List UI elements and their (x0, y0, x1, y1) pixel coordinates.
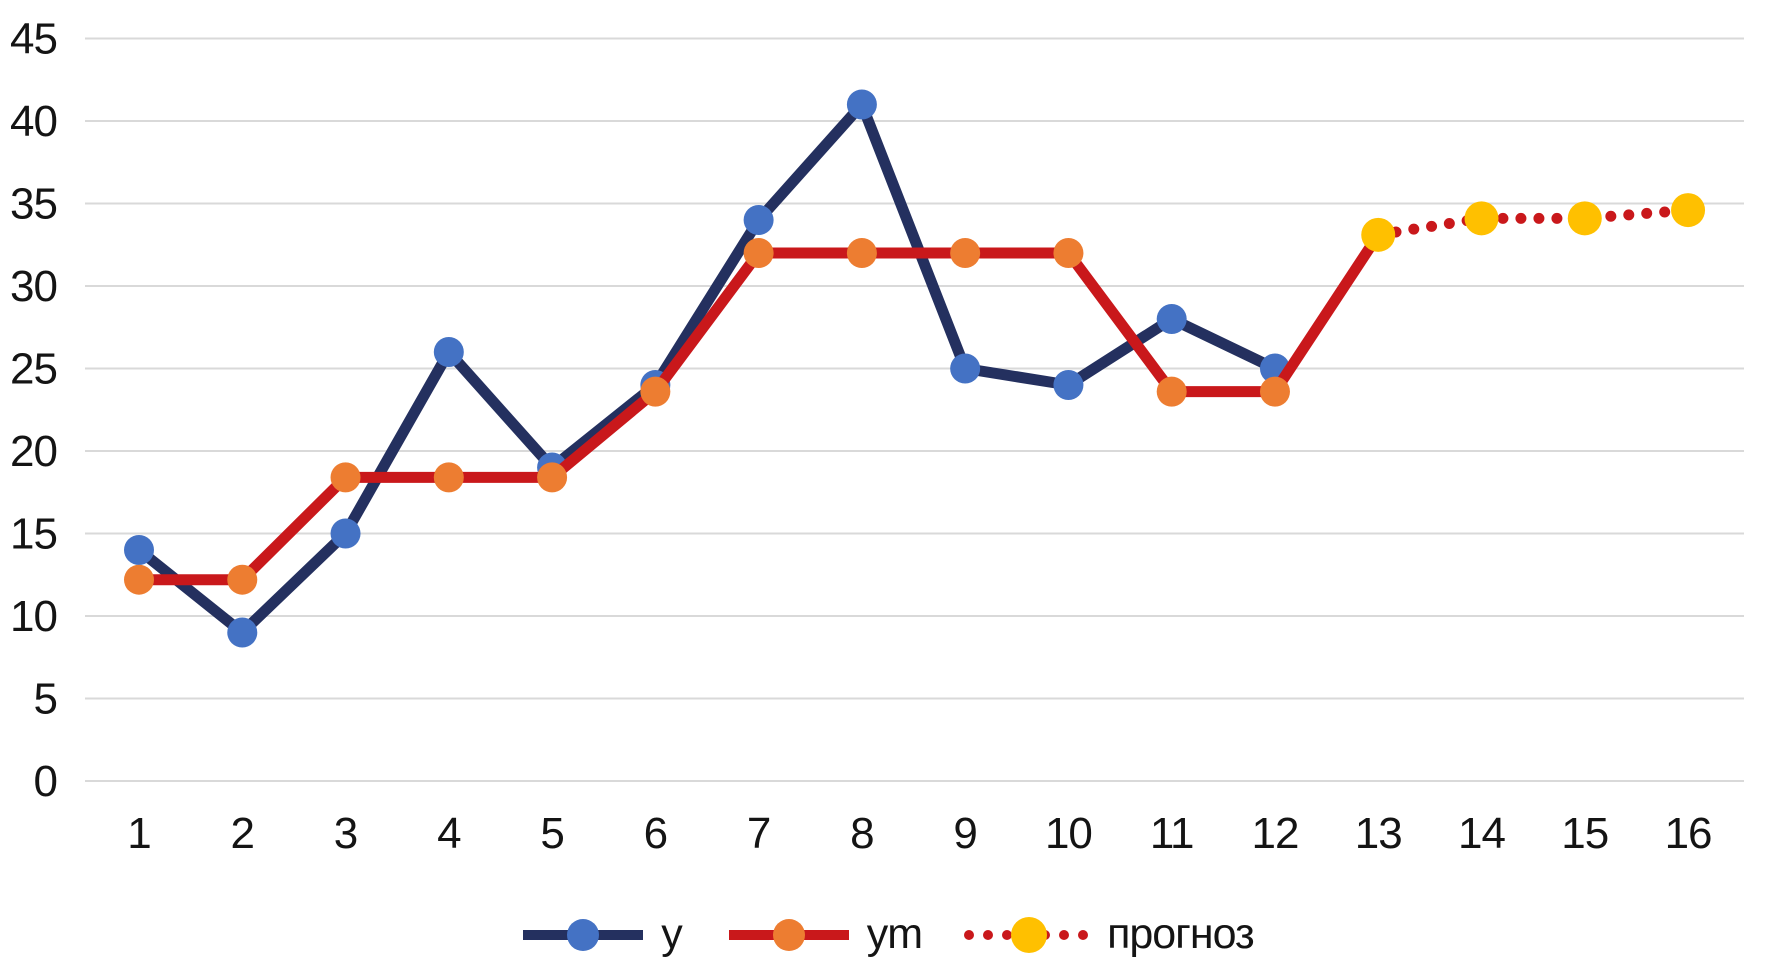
point-ym-x2 (227, 564, 258, 595)
series-y-line (133, 99, 1281, 638)
x-tick-label-5: 5 (540, 809, 563, 858)
y-tick-label-35: 35 (10, 180, 57, 229)
point-ym-x11 (1156, 376, 1187, 407)
y-tick-label-20: 20 (10, 427, 57, 476)
y-tick-label-25: 25 (10, 345, 57, 394)
x-tick-label-15: 15 (1561, 809, 1608, 858)
point-y-x4 (433, 337, 464, 367)
y-tick-label-10: 10 (10, 592, 57, 641)
legend-label-y: y (661, 910, 682, 958)
legend-swatch-y-line-icon (523, 918, 644, 951)
y-tick-label-45: 45 (10, 15, 57, 64)
point-y-x8 (846, 89, 877, 120)
x-tick-label-2: 2 (231, 809, 254, 858)
point-y-x1 (124, 535, 154, 565)
x-tick-label-11: 11 (1150, 809, 1194, 858)
y-tick-label-40: 40 (10, 97, 57, 146)
point-forecast-x14 (1464, 201, 1499, 236)
point-y-x11 (1156, 304, 1187, 334)
x-tick-label-16: 16 (1665, 809, 1712, 858)
legend-label-ym: ym (866, 910, 923, 958)
point-ym-x4 (433, 462, 464, 493)
point-ym-x9 (950, 238, 981, 268)
point-y-x3 (330, 518, 361, 549)
legend-item-y: y (518, 910, 683, 959)
x-tick-label-4: 4 (437, 809, 461, 858)
legend-item-ym: ym (724, 910, 923, 959)
point-ym-x1 (124, 564, 154, 595)
point-ym-x7 (743, 238, 774, 268)
point-y-x2 (227, 617, 258, 648)
x-tick-label-3: 3 (334, 809, 357, 858)
point-forecast-x15 (1567, 201, 1602, 236)
point-forecast-x13 (1361, 217, 1396, 252)
legend-swatch-ym-line-icon (728, 918, 849, 951)
x-tick-label-9: 9 (953, 809, 976, 858)
x-tick-label-1: 1 (127, 809, 150, 858)
x-tick-label-6: 6 (644, 809, 667, 858)
x-tick-label-8: 8 (850, 809, 873, 858)
point-ym-x3 (330, 462, 361, 493)
point-ym-x6 (640, 376, 671, 407)
point-y-x7 (743, 205, 774, 235)
x-tick-label-14: 14 (1458, 809, 1505, 858)
legend-swatch-forecast-dotted-line-icon (964, 916, 1095, 953)
legend-label-forecast: прогноз (1107, 910, 1255, 958)
y-tick-label-15: 15 (10, 510, 57, 559)
y-tick-label-0: 0 (34, 757, 57, 806)
legend-item-forecast: прогноз (964, 910, 1255, 959)
series-forecast-line (1372, 204, 1694, 241)
chart-legend: y ym прогноз (0, 910, 1772, 959)
point-ym-x8 (846, 238, 877, 268)
x-tick-label-10: 10 (1045, 809, 1092, 858)
point-ym-x12 (1259, 376, 1290, 407)
point-y-x10 (1053, 370, 1084, 400)
point-ym-x5 (537, 462, 568, 493)
x-tick-label-13: 13 (1355, 809, 1402, 858)
y-tick-label-30: 30 (10, 262, 57, 311)
point-y-x9 (950, 353, 981, 384)
point-ym-x10 (1053, 238, 1084, 268)
point-forecast-x16 (1671, 193, 1706, 228)
x-tick-label-12: 12 (1251, 809, 1298, 858)
y-tick-label-5: 5 (34, 675, 57, 724)
x-tick-label-7: 7 (747, 809, 770, 858)
